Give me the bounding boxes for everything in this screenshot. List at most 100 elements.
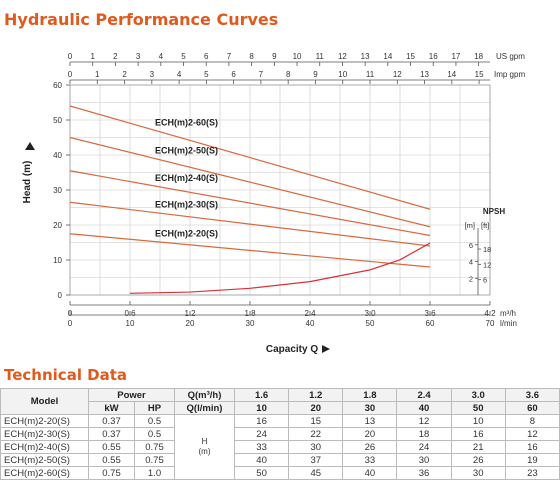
x-axis-usgpm-tick-label: 0 [68,52,73,61]
x-axis-impgpm-tick-label: 8 [286,70,291,79]
x-axis-usgpm-tick-label: 18 [474,52,483,61]
x-axis-lmin-tick-label: 30 [246,319,255,328]
hp-cell: 0.5 [134,414,175,428]
x-axis-usgpm-tick-label: 12 [338,52,347,61]
table-row: ECH(m)2-50(S) 0.55 0.75 40 37 33 30 26 1… [0,453,560,467]
x-axis-impgpm-tick-label: 0 [68,70,73,79]
y-tick-label: 40 [53,151,62,160]
technical-data-table: Model Power Q(m³/h) 1.6 1.2 1.8 2.4 3.0 … [0,388,560,480]
table-head-row-1: Model Power Q(m³/h) 1.6 1.2 1.8 2.4 3.0 … [0,388,560,415]
head-cell: 21 [450,440,506,454]
x-axis-impgpm-tick-label: 11 [366,70,375,79]
chart-title: Hydraulic Performance Curves [4,10,279,29]
x-axis-usgpm-tick-label: 17 [451,52,460,61]
x-axis-lmin-tick-label: 40 [306,319,315,328]
q-m3h-header: Q(m³/h) [174,388,235,402]
series-label: ECH(m)2-50(S) [155,146,218,156]
table-head: Model Power Q(m³/h) 1.6 1.2 1.8 2.4 3.0 … [0,388,560,415]
q-m3h-cell: 3.0 [450,388,506,402]
x-axis-impgpm-unit: Imp gpm [494,70,525,79]
head-cell: 30 [396,453,452,467]
q-lmin-cell: 60 [504,401,560,415]
head-cell: 15 [288,414,344,428]
model-cell: ECH(m)2-20(S) [0,414,89,428]
x-axis-impgpm-tick-label: 5 [204,70,209,79]
table-head-row-2: kW HP Q(l/min) 10 20 30 40 50 60 [1,401,560,415]
hp-header: HP [134,401,175,415]
kw-cell: 0.55 [88,453,135,467]
hp-cell: 0.75 [134,440,175,454]
head-cell: 10 [450,414,506,428]
head-cell: 26 [342,440,398,454]
head-cell: 50 [233,466,290,480]
x-axis-impgpm-tick-label: 13 [420,70,429,79]
x-axis-m3h-unit: m³/h [500,309,516,318]
table-row: ECH(m)2-40(S) 0.55 0.75 33 30 26 24 21 1… [0,440,560,454]
x-axis-impgpm-tick-label: 15 [475,70,484,79]
x-axis-usgpm-tick-label: 8 [249,52,254,61]
x-axis-lmin-tick-label: 50 [366,319,375,328]
q-m3h-cell: 1.8 [342,388,398,402]
head-curve [69,170,431,237]
npsh-m-tick-label: 4 [469,258,473,267]
head-curve [69,105,431,210]
kw-cell: 0.55 [88,440,135,454]
x-axis-lmin-tick-label: 60 [426,319,435,328]
head-cell: 16 [504,440,560,454]
npsh-m-tick-label: 6 [469,241,473,250]
x-axis-arrow-icon [322,345,330,353]
y-tick-label: 50 [53,116,62,125]
x-axis-impgpm-tick-label: 12 [393,70,402,79]
head-cell: 36 [396,466,452,480]
x-axis-usgpm-tick-label: 11 [316,52,325,61]
x-axis-usgpm-tick-label: 9 [272,52,277,61]
table-row: ECH(m)2-30(S) 0.37 0.5 24 22 20 18 16 12 [0,427,560,441]
y-axis-arrow-icon [25,142,35,150]
model-cell: ECH(m)2-40(S) [0,440,89,454]
head-cell: 33 [233,440,290,454]
series-label: ECH(m)2-30(S) [155,200,218,210]
head-cell: 26 [450,453,506,467]
head-curve [69,233,431,268]
kw-cell: 0.37 [88,427,135,441]
x-axis-usgpm-tick-label: 13 [361,52,370,61]
head-cell: 33 [342,453,398,467]
q-lmin-cell: 10 [233,401,290,415]
npsh-ft-tick-label: 12 [483,260,491,269]
y-tick-label: 0 [58,291,63,300]
table-row: ECH(m)2-20(S) 0.37 0.5 H (m) 16 15 13 12… [0,414,560,480]
x-axis-impgpm-tick-label: 14 [447,70,456,79]
q-lmin-cell: 20 [288,401,344,415]
head-cell: 8 [504,414,560,428]
x-axis-lmin-unit: l/min [500,319,517,328]
x-axis-impgpm-tick-label: 3 [150,70,155,79]
hp-cell: 0.75 [134,453,175,467]
x-axis-usgpm-tick-label: 16 [429,52,438,61]
x-axis-usgpm-unit: US gpm [496,52,525,61]
hp-cell: 0.5 [134,427,175,441]
head-curve [69,201,431,247]
x-axis-usgpm-tick-label: 5 [181,52,186,61]
head-cell: 23 [504,466,560,480]
head-unit: (m) [198,447,211,456]
head-cell: 18 [396,427,452,441]
model-cell: ECH(m)2-30(S) [0,427,89,441]
head-cell: 37 [288,453,344,467]
x-axis-impgpm-tick-label: 6 [231,70,236,79]
head-cell: 24 [396,440,452,454]
q-m3h-cell: 1.2 [288,388,344,402]
q-m3h-cell: 1.6 [233,388,290,402]
x-axis-impgpm-tick-label: 1 [95,70,100,79]
x-axis-impgpm-tick-label: 4 [177,70,182,79]
head-cell: 30 [288,440,344,454]
head-curve [69,136,431,228]
x-axis-impgpm-tick-label: 7 [259,70,264,79]
npsh-ft-tick-label: 6 [483,276,487,285]
head-cell: 12 [504,427,560,441]
x-axis-usgpm-tick-label: 6 [204,52,209,61]
npsh-title: NPSH [483,207,505,216]
table-row: ECH(m)2-60(S) 0.75 1.0 50 45 40 36 30 23 [0,466,560,480]
head-cell: 12 [396,414,452,428]
head-cell: 30 [450,466,506,480]
